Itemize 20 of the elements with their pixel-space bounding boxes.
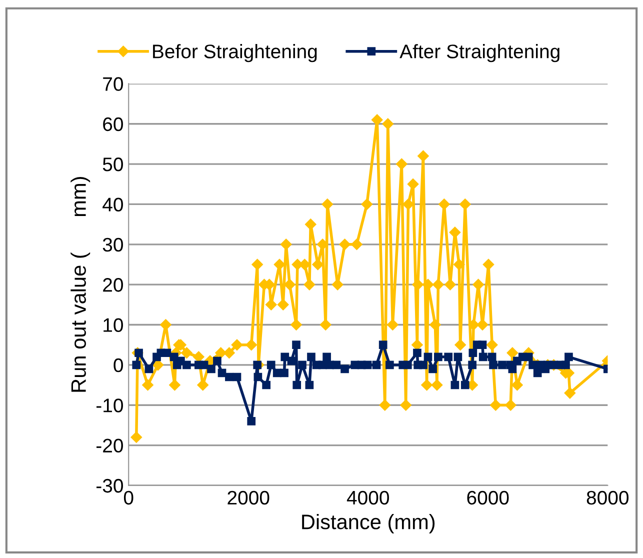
y-axis-title: Run out value ( mm)	[70, 177, 90, 392]
x-axis-title: Distance (mm)	[302, 514, 435, 534]
y-tick-label: 20	[103, 278, 123, 292]
y-tick-label: 60	[103, 117, 123, 132]
y-tick-label: -20	[96, 438, 123, 453]
y-tick-label: 50	[102, 158, 123, 172]
x-tick-label: 2000	[228, 490, 270, 505]
x-tick-label: 8000	[586, 490, 629, 505]
legend-label: Befor Straightening	[153, 44, 317, 62]
y-tick-label: 70	[103, 77, 123, 91]
y-tick-label: -30	[96, 478, 123, 493]
y-tick-label: 10	[104, 318, 123, 332]
legend-label: After Straightening	[400, 44, 560, 62]
x-tick-label: 6000	[467, 490, 509, 505]
y-tick-label: 30	[102, 238, 123, 252]
x-tick-label: 4000	[346, 490, 389, 505]
y-tick-label: 40	[102, 198, 123, 212]
y-tick-label: 0	[114, 358, 123, 372]
x-tick-label: 0	[124, 490, 134, 505]
y-tick-label: -10	[96, 398, 123, 412]
